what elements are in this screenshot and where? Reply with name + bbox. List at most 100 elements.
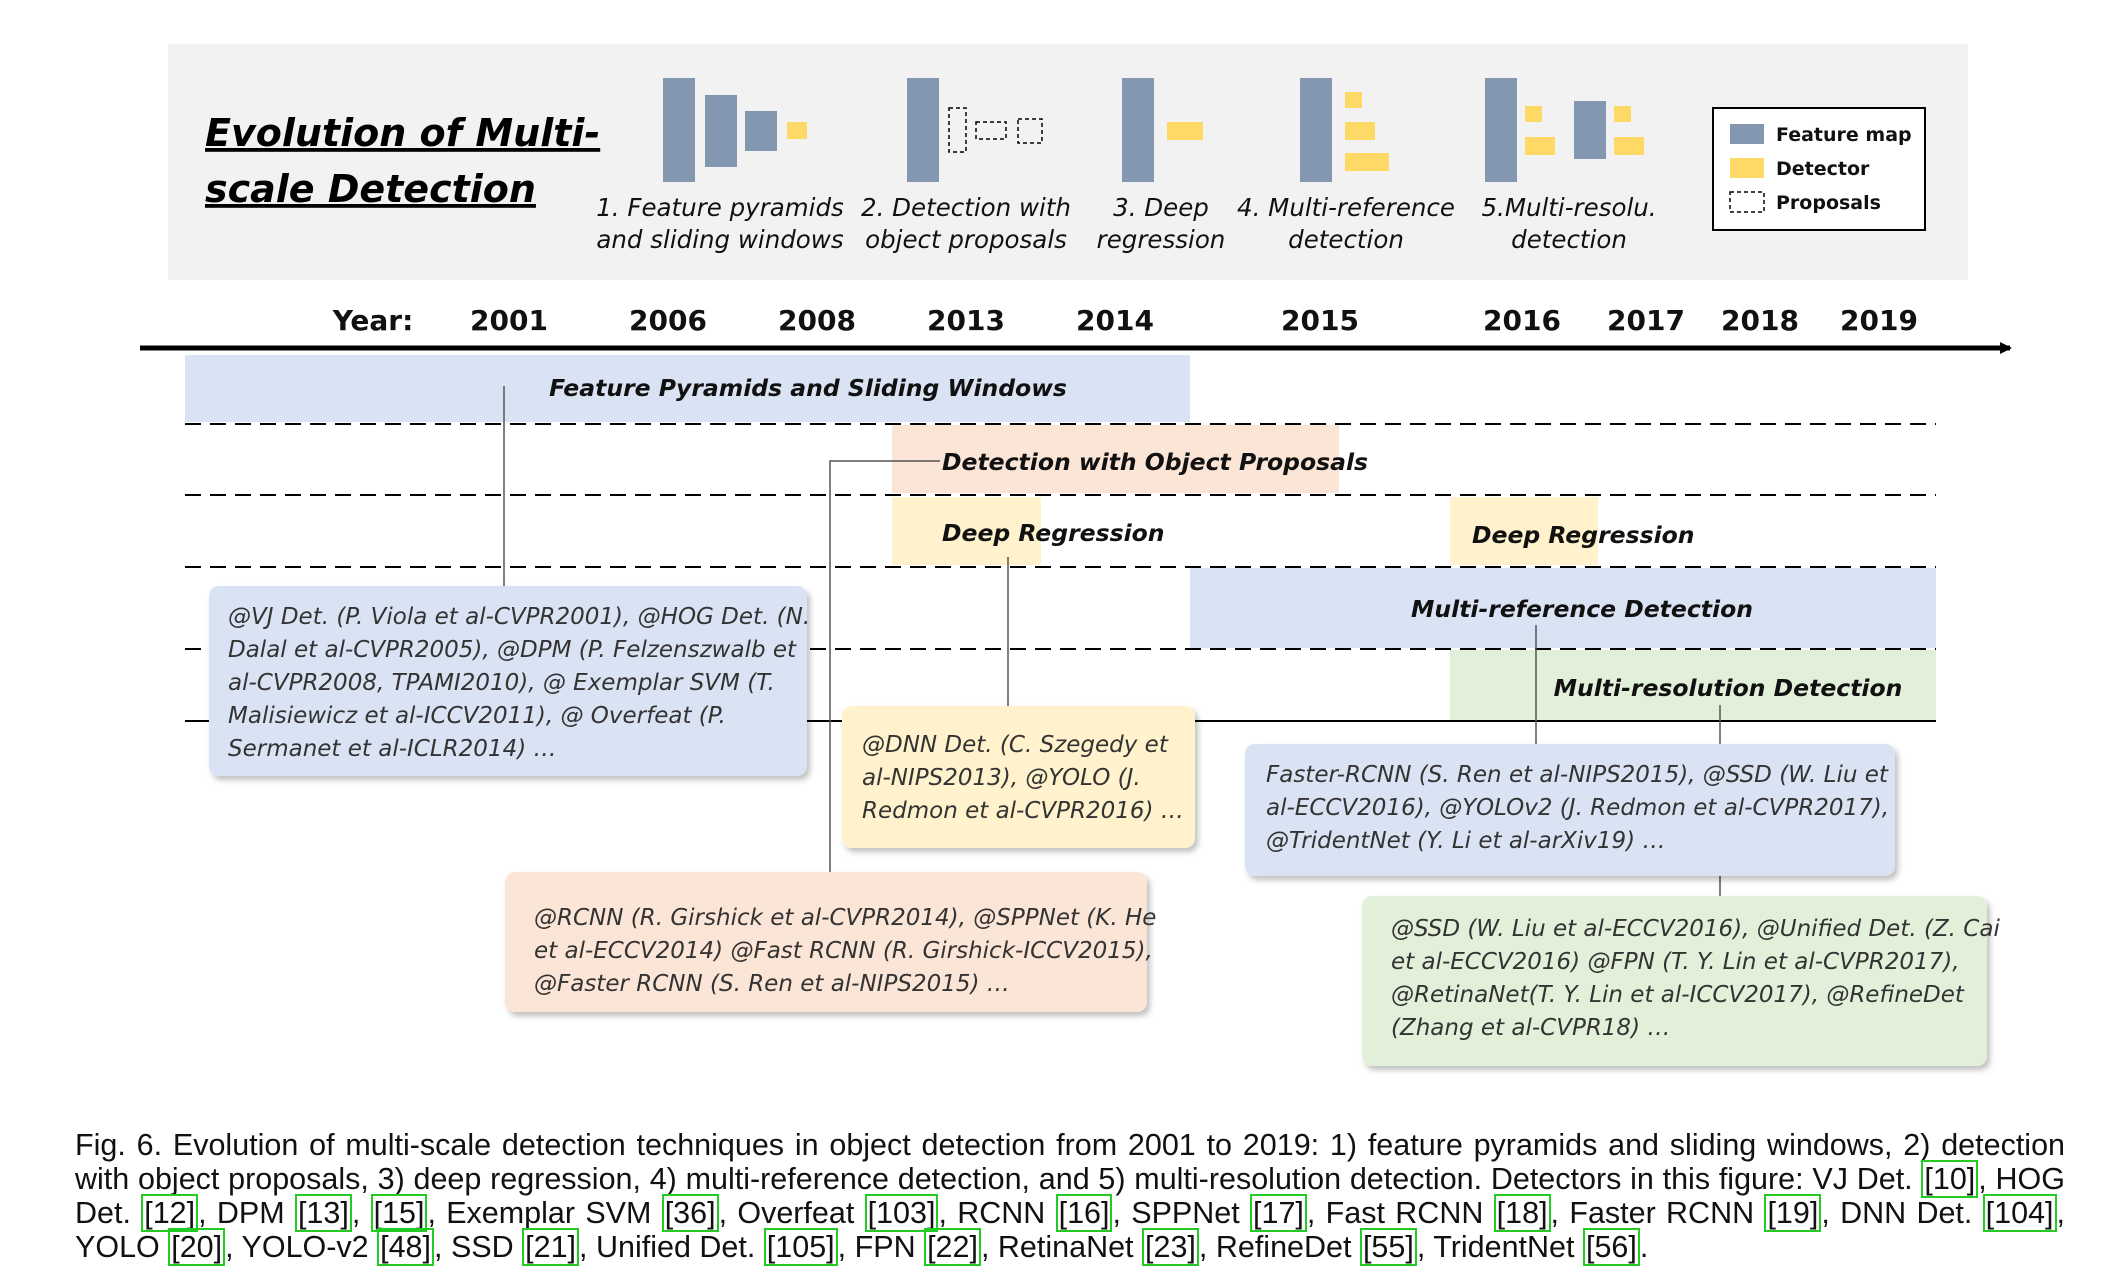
note-line: Redmon et al-CVPR2016) … [862,798,1184,824]
year-2017: 2017 [1607,304,1685,337]
figure-caption: Fig. 6. Evolution of multi-scale detecti… [75,1128,2065,1266]
year-2013: 2013 [927,304,1005,337]
citation-link[interactable]: [22] [924,1228,981,1266]
citation-link[interactable]: [21] [522,1228,580,1266]
connector-lines [501,386,1723,931]
citation-link[interactable]: [20] [168,1228,226,1266]
caption-detector-name: TridentNet [1433,1230,1583,1264]
citation-link[interactable]: [36] [661,1194,719,1232]
note-line: al-CVPR2008, TPAMI2010), @ Exemplar SVM … [228,670,775,696]
band-multi-reference [1190,568,1936,648]
caption-detector-name: Overfeat [737,1196,865,1230]
band-object-proposals [892,425,1339,493]
method-2-label: 2. Detection with [861,193,1071,222]
method-3-label-2: regression [1097,225,1226,254]
method-5-label-2: detection [1511,225,1627,254]
diagram-title-line2: scale Detection [205,167,536,211]
caption-detector-name: FPN [854,1230,925,1264]
note-sliding-windows: @VJ Det. (P. Viola et al-CVPR2001), @HOG… [209,586,810,776]
caption-detector-name: VJ Det. [1812,1162,1922,1196]
legend-panel [168,44,1968,280]
citation-link[interactable]: [10] [1921,1160,1979,1198]
caption-detector-name: Faster RCNN [1569,1196,1765,1230]
key-detector-label: Detector [1776,158,1870,180]
citation-link[interactable]: [19] [1764,1194,1822,1232]
year-2019: 2019 [1840,304,1918,337]
citation-link[interactable]: [56] [1582,1228,1640,1266]
note-line: @VJ Det. (P. Viola et al-CVPR2001), @HOG… [228,604,810,630]
diagram-title-line1: Evolution of Multi- [205,111,600,155]
deep-regression-icon [1122,78,1203,182]
caption-detector-name: RefineDet [1215,1230,1360,1264]
citation-link[interactable]: [55] [1359,1228,1417,1266]
caption-detector-name: Exemplar SVM [446,1196,662,1230]
detector-swatch [1730,158,1764,178]
note-line: Faster-RCNN (S. Ren et al-NIPS2015), @SS… [1266,762,1889,788]
note-line: (Zhang et al-CVPR18) … [1391,1015,1670,1041]
note-line: Malisiewicz et al-ICCV2011), @ Overfeat … [228,703,726,729]
method-2-label-2: object proposals [865,225,1067,254]
note-line: @DNN Det. (C. Szegedy et [862,732,1169,758]
band-multi-resolution [1450,650,1936,720]
note-deep-regression: @DNN Det. (C. Szegedy et al-NIPS2013), @… [842,706,1195,848]
note-line: @RetinaNet(T. Y. Lin et al-ICCV2017), @R… [1391,982,1965,1008]
band-label-feature-pyramids: Feature Pyramids and Sliding Windows [549,374,1067,402]
band-deep-regression-1 [892,497,1041,565]
citation-link[interactable]: [103] [864,1194,939,1232]
lane-separators [185,423,1936,650]
note-line: et al-ECCV2016) @FPN (T. Y. Lin et al-CV… [1391,949,1960,975]
key-legend: Feature map Detector Proposals [1712,107,1926,231]
citation-link[interactable]: [17] [1250,1194,1307,1232]
citation-link[interactable]: [12] [141,1194,199,1232]
feature-map-swatch [1730,124,1764,144]
key-proposals-label: Proposals [1776,192,1881,214]
note-line: @TridentNet (Y. Li et al-arXiv19) … [1266,828,1665,854]
year-2006: 2006 [629,304,707,337]
year-axis-label: Year: [332,304,414,337]
citation-link[interactable]: [13] [294,1194,352,1232]
method-4-label: 4. Multi-reference [1237,193,1455,222]
band-label-object-proposals: Detection with Object Proposals [942,448,1368,476]
band-label-deep-regression-2: Deep Regression [1472,521,1695,549]
note-line: Dalal et al-CVPR2005), @DPM (P. Felzensz… [228,637,797,663]
note-line: al-ECCV2016), @YOLOv2 (J. Redmon et al-C… [1266,795,1889,821]
caption-detector-name: Fast RCNN [1325,1196,1494,1230]
note-line: et al-ECCV2014) @Fast RCNN (R. Girshick-… [534,938,1153,964]
caption-detector-name: DPM [216,1196,295,1230]
caption-detector-name: SSD [450,1230,523,1264]
citation-link[interactable]: [15] [370,1194,428,1232]
citation-link[interactable]: [105] [763,1228,838,1266]
band-label-multi-resolution: Multi-resolution Detection [1554,674,1903,702]
note-multi-reference: Faster-RCNN (S. Ren et al-NIPS2015), @SS… [1245,744,1895,876]
method-1-label: 1. Feature pyramids [596,193,844,222]
citation-link[interactable]: [18] [1493,1194,1551,1232]
year-2016: 2016 [1483,304,1561,337]
band-label-multi-reference: Multi-reference Detection [1411,595,1753,623]
citation-link[interactable]: [23] [1142,1228,1199,1266]
citation-link[interactable]: [104] [1982,1194,2057,1232]
evolution-diagram: Evolution of Multi- scale Detection 1. F… [140,44,2012,1066]
note-object-proposals: @RCNN (R. Girshick et al-CVPR2014), @SPP… [505,872,1156,1012]
note-line: Sermanet et al-ICLR2014) … [228,736,556,762]
citation-link[interactable]: [16] [1055,1194,1113,1232]
method-3-label: 3. Deep [1113,193,1209,222]
year-2015: 2015 [1281,304,1359,337]
multi-reference-icon [1300,78,1389,182]
caption-intro: Fig. 6. Evolution of multi-scale detecti… [75,1128,2065,1196]
note-line: al-NIPS2013), @YOLO (J. [862,765,1141,791]
citation-link[interactable]: [48] [377,1228,434,1266]
multi-resolution-icon [1485,78,1644,182]
caption-detector-name: RCNN [957,1196,1056,1230]
note-multi-resolution: @SSD (W. Liu et al-ECCV2016), @Unified D… [1362,896,2000,1066]
object-proposals-icon [907,78,1043,182]
band-label-deep-regression-1: Deep Regression [942,519,1165,547]
caption-detector-name: YOLO-v2 [241,1230,378,1264]
caption-detector-name: Unified Det. [595,1230,764,1264]
band-feature-pyramids [185,355,1190,422]
caption-detector-name: YOLO [75,1230,169,1264]
note-line: @SSD (W. Liu et al-ECCV2016), @Unified D… [1391,916,2000,942]
year-2008: 2008 [778,304,856,337]
method-4-label-2: detection [1288,225,1404,254]
note-line: @Faster RCNN (S. Ren et al-NIPS2015) … [534,971,1010,997]
year-2014: 2014 [1076,304,1154,337]
